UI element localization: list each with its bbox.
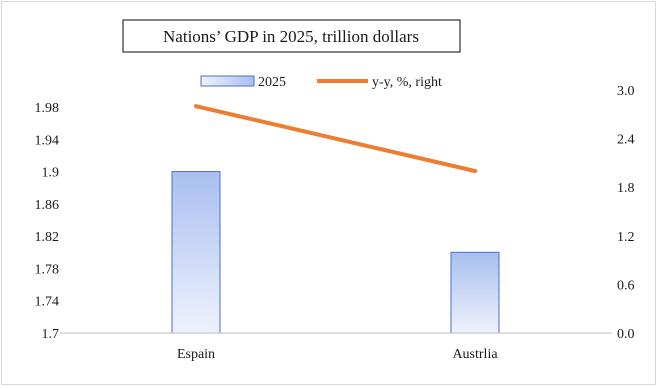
legend-swatch-bar: [200, 75, 255, 87]
y-right-tick-label: 3.0: [617, 84, 635, 99]
y-left-tick-label: 1.94: [35, 133, 60, 148]
bar-austrlia: [450, 251, 500, 334]
y-left-tick-label: 1.98: [35, 101, 60, 116]
line-point-austrlia: [473, 169, 477, 173]
y-right-tick-label: 1.8: [617, 181, 635, 196]
legend: 2025 y-y, %, right: [200, 75, 442, 90]
y-left-tick-label: 1.9: [42, 166, 60, 181]
y-right-tick-label: 0.0: [617, 327, 635, 342]
x-tick-label-austrlia: Austrlia: [452, 347, 498, 362]
chart-title-box: Nations’ GDP in 2025, trillion dollars: [122, 19, 461, 53]
bar-espain: [171, 171, 221, 334]
y-right-tick-label: 0.6: [617, 278, 635, 293]
line-series-yy: [194, 104, 477, 173]
y-right-tick-label: 1.2: [617, 230, 635, 245]
y-left-tick-label: 1.82: [35, 230, 60, 245]
y-left-tick-label: 1.78: [35, 262, 60, 277]
legend-label-2025: 2025: [258, 75, 286, 90]
chart-title: Nations’ GDP in 2025, trillion dollars: [163, 27, 419, 46]
y-left-tick-label: 1.7: [42, 327, 60, 342]
x-tick-label-espain: Espain: [177, 347, 215, 362]
y-left-tick-label: 1.86: [35, 198, 60, 213]
y-left-tick-label: 1.74: [35, 295, 60, 310]
legend-label-yy: y-y, %, right: [372, 75, 442, 90]
y-right-tick-label: 2.4: [617, 133, 635, 148]
line-point-espain: [194, 104, 198, 109]
